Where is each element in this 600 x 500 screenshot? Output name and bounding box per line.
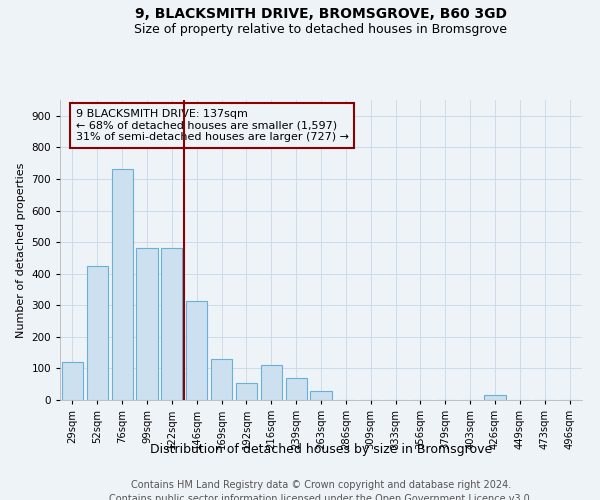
Bar (161, 248, 182, 400)
Bar (286, 378, 307, 400)
Bar (62, 362, 83, 400)
Bar (236, 382, 257, 400)
Bar (87, 266, 108, 400)
Bar (310, 390, 332, 400)
Bar (484, 396, 506, 400)
Bar (211, 359, 232, 400)
Text: 9, BLACKSMITH DRIVE, BROMSGROVE, B60 3GD: 9, BLACKSMITH DRIVE, BROMSGROVE, B60 3GD (135, 8, 507, 22)
Y-axis label: Number of detached properties: Number of detached properties (16, 162, 26, 338)
Text: Distribution of detached houses by size in Bromsgrove: Distribution of detached houses by size … (150, 442, 492, 456)
Bar (261, 366, 282, 400)
Bar (186, 300, 207, 400)
Bar (112, 170, 133, 400)
Text: Contains HM Land Registry data © Crown copyright and database right 2024.
Contai: Contains HM Land Registry data © Crown c… (109, 480, 533, 500)
Text: Size of property relative to detached houses in Bromsgrove: Size of property relative to detached ho… (134, 22, 508, 36)
Bar (136, 248, 158, 400)
Text: 9 BLACKSMITH DRIVE: 137sqm
← 68% of detached houses are smaller (1,597)
31% of s: 9 BLACKSMITH DRIVE: 137sqm ← 68% of deta… (76, 109, 349, 142)
